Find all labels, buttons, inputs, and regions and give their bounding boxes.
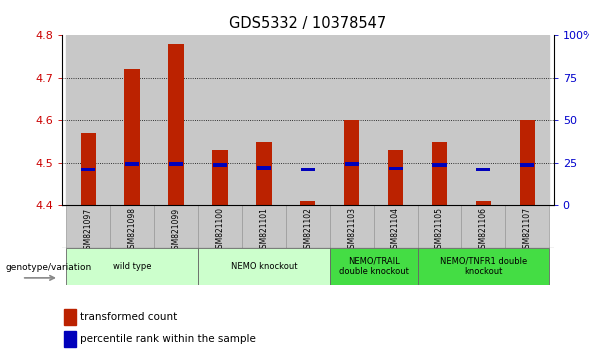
Bar	[520, 163, 534, 167]
Bar	[256, 142, 272, 205]
Bar	[110, 205, 154, 248]
Bar	[345, 162, 359, 166]
Text: wild type: wild type	[113, 262, 151, 271]
Bar	[168, 44, 184, 205]
Bar	[373, 35, 418, 205]
Bar	[212, 150, 227, 205]
Bar	[418, 248, 550, 285]
Text: GSM821106: GSM821106	[479, 207, 488, 253]
Bar	[169, 162, 183, 166]
Bar	[124, 69, 140, 205]
Bar	[64, 309, 76, 325]
Bar	[242, 35, 286, 205]
Text: GSM821105: GSM821105	[435, 207, 444, 253]
Text: GSM821107: GSM821107	[523, 207, 532, 253]
Bar	[418, 35, 461, 205]
Bar	[300, 201, 316, 205]
Bar	[154, 35, 198, 205]
Bar	[432, 163, 446, 167]
Bar	[330, 248, 418, 285]
Bar	[66, 35, 110, 205]
Bar	[389, 167, 403, 171]
Title: GDS5332 / 10378547: GDS5332 / 10378547	[229, 16, 386, 32]
Text: GSM821100: GSM821100	[216, 207, 224, 253]
Bar	[81, 168, 95, 171]
Bar	[81, 133, 96, 205]
Bar	[505, 35, 550, 205]
Text: percentile rank within the sample: percentile rank within the sample	[80, 334, 256, 344]
Text: GSM821097: GSM821097	[84, 207, 92, 253]
Bar	[110, 35, 154, 205]
Bar	[301, 168, 315, 171]
Bar	[461, 35, 505, 205]
Bar	[388, 150, 403, 205]
Bar	[461, 205, 505, 248]
Bar	[154, 205, 198, 248]
Bar	[257, 166, 271, 170]
Text: GSM821098: GSM821098	[128, 207, 137, 253]
Bar	[286, 205, 330, 248]
Bar	[125, 162, 139, 166]
Text: genotype/variation: genotype/variation	[6, 263, 92, 272]
Bar	[477, 168, 491, 171]
Bar	[330, 205, 373, 248]
Bar	[286, 35, 330, 205]
Bar	[198, 205, 242, 248]
Text: GSM821103: GSM821103	[347, 207, 356, 253]
Bar	[66, 248, 198, 285]
Text: transformed count: transformed count	[80, 312, 177, 322]
Text: NEMO/TNFR1 double
knockout: NEMO/TNFR1 double knockout	[440, 257, 527, 276]
Bar	[476, 201, 491, 205]
Text: NEMO knockout: NEMO knockout	[230, 262, 297, 271]
Bar	[213, 163, 227, 167]
Text: GSM821099: GSM821099	[171, 207, 180, 253]
Text: GSM821101: GSM821101	[259, 207, 269, 253]
Bar	[198, 248, 330, 285]
Bar	[418, 205, 461, 248]
Text: GSM821102: GSM821102	[303, 207, 312, 253]
Bar	[330, 35, 373, 205]
Text: GSM821104: GSM821104	[391, 207, 400, 253]
Bar	[66, 205, 110, 248]
Bar	[505, 205, 550, 248]
Bar	[198, 35, 242, 205]
Bar	[519, 120, 535, 205]
Bar	[373, 205, 418, 248]
Bar	[242, 205, 286, 248]
Bar	[64, 331, 76, 347]
Text: NEMO/TRAIL
double knockout: NEMO/TRAIL double knockout	[339, 257, 409, 276]
Bar	[344, 120, 359, 205]
Bar	[432, 142, 447, 205]
